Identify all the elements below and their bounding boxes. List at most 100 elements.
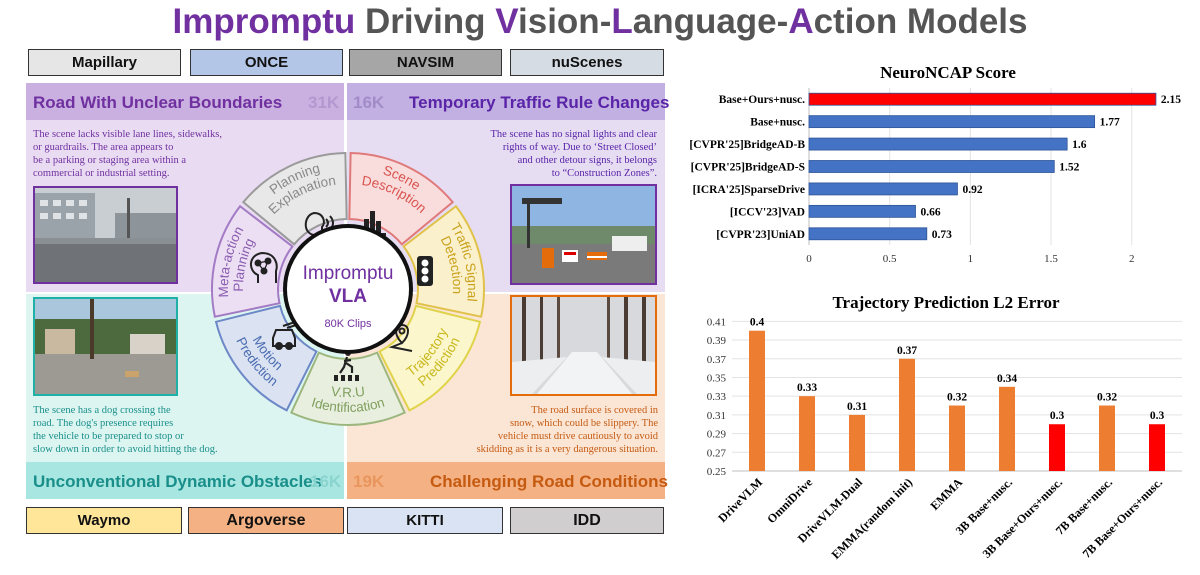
wheel-center-title-2: VLA	[329, 286, 367, 307]
panel-text-tl: The scene lacks visible lane lines, side…	[33, 128, 273, 180]
y-tick-label: 0.33	[707, 391, 727, 403]
title-part: anguage-	[632, 2, 789, 41]
title-part: ction Models	[813, 2, 1028, 41]
y-tick-label: 0.27	[707, 447, 727, 459]
panel-text-br: The road surface is covered in snow, whi…	[430, 404, 658, 456]
network-head-icon	[250, 251, 278, 283]
y-tick-label: 0.39	[707, 335, 727, 347]
data-label: 0.3	[1050, 410, 1065, 422]
dataset-argoverse: Argoverse	[188, 507, 344, 534]
text-line: vehicle must drive cautiously to avoid	[497, 431, 658, 442]
text-line: The road surface is covered in	[531, 405, 658, 416]
bar	[949, 405, 965, 471]
text-line: to “Construction Zones”.	[551, 168, 657, 179]
data-label: 1.77	[1100, 117, 1120, 129]
wheel-segment	[241, 152, 348, 246]
panel-header-tr	[347, 83, 665, 120]
x-tick-label: 0.5	[883, 253, 897, 265]
l2-error-chart-title: Trajectory Prediction L2 Error	[832, 293, 1060, 312]
data-label: 1.52	[1059, 162, 1079, 174]
panel-text-tr: The scene has no signal lights and clear…	[435, 128, 658, 180]
bar	[808, 137, 1068, 151]
wheel-segment	[290, 351, 406, 426]
bar	[808, 160, 1055, 173]
data-label: 0.37	[897, 345, 917, 357]
text-line: and other detour signs, it belongs	[517, 155, 657, 166]
dataset-kitti: KITTI	[347, 507, 503, 534]
text-line: or guardrails. The area appears to	[33, 142, 174, 153]
neuroncap-chart: NeuroNCAP Score 0 0.5 1 1.5 2Base+Ours+nusc.…	[689, 63, 1181, 265]
category-label: Base+Ours+nusc.	[719, 94, 805, 106]
data-label: 0.34	[997, 373, 1017, 385]
panel-count-bl: 16K	[310, 472, 342, 491]
bar	[808, 204, 916, 218]
panel-header-br	[347, 462, 665, 499]
category-label: Base+nusc.	[750, 117, 805, 129]
data-label: 0.3	[1150, 410, 1165, 422]
title-part: mpromptu	[182, 2, 356, 41]
y-tick-label: 0.25	[707, 466, 727, 478]
panel-header-bl	[26, 462, 344, 499]
neuroncap-chart-title: NeuroNCAP Score	[880, 63, 1016, 82]
bar	[999, 386, 1015, 471]
data-label: 0.73	[932, 229, 952, 241]
photo-parking-area	[33, 186, 178, 284]
dataset-nuscenes: nuScenes	[510, 49, 664, 76]
title-part: ision-	[518, 2, 612, 41]
panel-count-tr: 16K	[353, 93, 385, 112]
dataset-once: ONCE	[190, 49, 343, 76]
x-tick-label: 1	[968, 253, 974, 265]
text-line: The scene has no signal lights and clear	[490, 129, 658, 140]
car-motion-icon	[272, 321, 300, 350]
text-line: rights of way. Due to ‘Street Closed’	[502, 142, 657, 153]
traffic-light-icon	[417, 256, 433, 286]
x-tick-label: 0	[806, 253, 812, 265]
text-line: commercial or industrial setting.	[33, 168, 170, 179]
text-line: skidding as it is a very dangerous situa…	[476, 444, 658, 455]
panel-count-br: 19K	[353, 472, 385, 491]
title-part: A	[788, 2, 814, 41]
text-line: snow, which could be slippery. The	[509, 418, 658, 429]
title-part: V	[495, 2, 519, 41]
data-label: 0.33	[797, 382, 817, 394]
data-label: 0.32	[947, 392, 967, 404]
category-label: EMMA	[927, 475, 965, 513]
category-label: [ICCV'23]VAD	[730, 206, 805, 218]
title-part: I	[172, 2, 183, 41]
bar	[1099, 405, 1115, 471]
category-label: [CVPR'23]UniAD	[716, 229, 805, 241]
text-line: The scene lacks visible lane lines, side…	[33, 129, 222, 140]
x-tick-label: 2	[1129, 253, 1135, 265]
panel-header-tl	[26, 83, 344, 120]
panel-title-tl: Road With Unclear Boundaries	[33, 93, 283, 112]
panel-text-bl: The scene has a dog crossing the road. T…	[33, 404, 273, 456]
bar	[808, 115, 1096, 129]
wheel-segment	[402, 204, 485, 318]
bar	[899, 358, 915, 471]
y-tick-label: 0.31	[707, 410, 726, 422]
dataset-mapillary: Mapillary	[28, 49, 181, 76]
bar	[749, 330, 765, 471]
data-label: 0.32	[1097, 392, 1117, 404]
text-line: The scene has a dog crossing the	[33, 405, 171, 416]
panel-count-tl: 31K	[308, 93, 340, 112]
y-tick-label: 0.37	[707, 354, 727, 366]
dataset-waymo: Waymo	[26, 507, 182, 534]
y-tick-label: 0.29	[707, 429, 727, 441]
dataset-idd: IDD	[510, 507, 664, 534]
dataset-navsim: NAVSIM	[349, 49, 502, 76]
x-tick-label: 1.5	[1044, 253, 1058, 265]
text-line: slow down in order to avoid hitting the …	[33, 444, 218, 455]
data-label: 1.6	[1072, 139, 1087, 151]
title-part: L	[611, 2, 633, 41]
bar	[1049, 424, 1065, 471]
data-label: 0.31	[847, 401, 867, 413]
wheel-center	[283, 224, 413, 354]
y-tick-label: 0.41	[707, 316, 726, 328]
wheel-segment-label: Identification	[310, 395, 386, 415]
panel-title-br: Challenging Road Conditions	[430, 472, 668, 491]
text-line: be a parking or staging area within a	[33, 155, 187, 166]
category-label: OmniDrive	[764, 475, 815, 526]
data-label: 0.66	[921, 206, 941, 218]
